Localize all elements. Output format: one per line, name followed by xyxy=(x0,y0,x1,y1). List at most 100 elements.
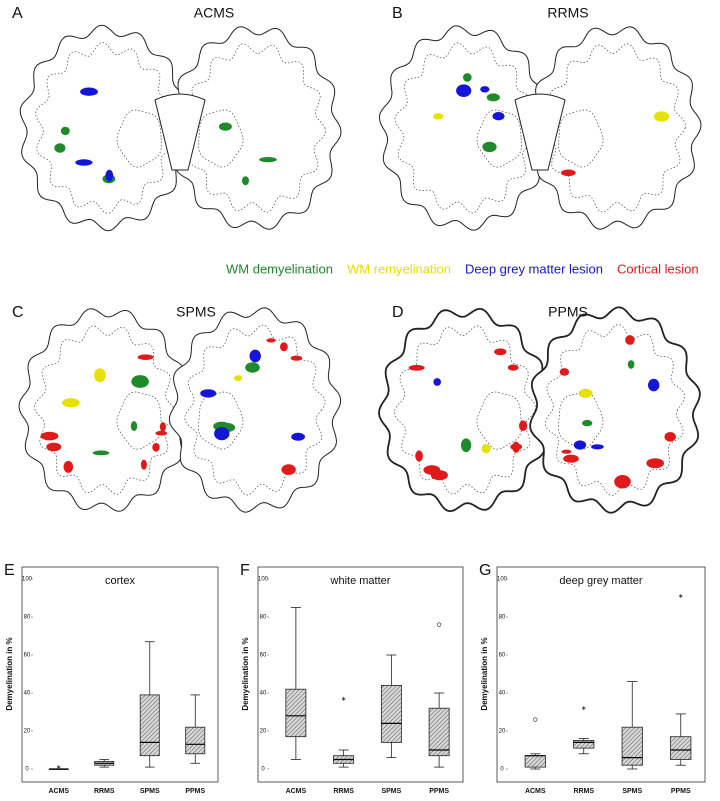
lesion xyxy=(62,398,80,408)
grey-white-border xyxy=(184,324,326,496)
ventricle xyxy=(154,93,206,171)
outlier xyxy=(678,594,683,599)
x-tick-label: RRMS xyxy=(94,788,115,795)
lesion xyxy=(481,444,491,454)
y-tick-label: 40 xyxy=(260,691,267,697)
x-tick-label: SPMS xyxy=(622,788,642,795)
y-tick-label: 0 xyxy=(25,767,29,773)
grey-white-border xyxy=(394,325,536,495)
lesion xyxy=(627,360,635,369)
lesion xyxy=(218,122,232,131)
lesion xyxy=(408,364,425,371)
box xyxy=(573,740,595,749)
lesion xyxy=(92,450,110,456)
lesion xyxy=(281,464,296,475)
lesion xyxy=(266,338,276,343)
y-tick-label: 40 xyxy=(499,691,506,697)
lesion xyxy=(60,126,70,136)
lesion xyxy=(200,389,217,398)
lesion xyxy=(249,349,261,363)
brain-outline xyxy=(19,24,191,232)
x-tick-label: RRMS xyxy=(573,788,594,795)
box xyxy=(185,726,206,755)
lesion xyxy=(415,450,423,462)
lesion xyxy=(573,440,587,450)
panel-title: RRMS xyxy=(547,5,588,21)
y-tick-label: 0 xyxy=(500,767,504,773)
x-tick-label: RRMS xyxy=(333,788,354,795)
panel-letter: F xyxy=(240,562,250,579)
panel-letter: B xyxy=(392,5,403,22)
plot-title: white matter xyxy=(330,575,391,587)
box xyxy=(621,726,643,766)
outlier xyxy=(56,765,61,770)
grey-white-border xyxy=(545,324,685,496)
x-tick-label: SPMS xyxy=(140,788,160,795)
lesion xyxy=(507,364,519,371)
y-axis-label: Demyelination in % xyxy=(5,637,14,710)
lesion xyxy=(291,432,305,441)
plot-frame xyxy=(496,566,706,783)
box xyxy=(380,685,402,743)
plot-title: cortex xyxy=(105,575,135,587)
lesion xyxy=(519,420,528,432)
lesion xyxy=(214,427,230,441)
lesion xyxy=(625,335,635,345)
x-tick-label: ACMS xyxy=(525,788,546,795)
lesion xyxy=(664,432,676,442)
lesion xyxy=(654,111,669,122)
lesion xyxy=(46,442,62,452)
grey-white-border xyxy=(34,325,176,495)
y-axis-label: Demyelination in % xyxy=(241,637,250,710)
lesion xyxy=(152,442,160,452)
lesion xyxy=(54,143,66,153)
box xyxy=(139,694,160,757)
brain-maps xyxy=(18,24,702,514)
x-tick-label: ACMS xyxy=(48,788,69,795)
y-tick-label: 60 xyxy=(260,653,267,659)
y-tick-label: 60 xyxy=(499,653,506,659)
legend-entry: WM remyelination xyxy=(347,261,451,276)
lesion xyxy=(155,430,168,436)
box xyxy=(524,755,546,768)
ventricle xyxy=(514,93,566,171)
box xyxy=(285,688,307,738)
x-tick-label: SPMS xyxy=(381,788,401,795)
lesion xyxy=(290,355,303,361)
legend-entry: Cortical lesion xyxy=(617,261,699,276)
x-tick-label: PPMS xyxy=(429,788,449,795)
lesion xyxy=(131,375,149,388)
plot-frame xyxy=(21,566,219,783)
box xyxy=(428,707,450,757)
lesion xyxy=(94,368,106,383)
lesion xyxy=(646,458,664,469)
lesion xyxy=(494,348,507,356)
lesion xyxy=(461,438,472,453)
grey-white-border xyxy=(394,42,536,214)
lesion xyxy=(582,419,593,427)
lesion xyxy=(482,141,497,153)
lesion xyxy=(105,169,114,182)
y-axis-label: Demyelination in % xyxy=(480,637,489,710)
lesion xyxy=(480,86,490,93)
brain-outline xyxy=(18,308,192,512)
brain-outline xyxy=(378,25,552,231)
lesion xyxy=(591,444,604,450)
y-tick-label: 80 xyxy=(499,615,506,621)
lesion xyxy=(563,454,579,463)
panel-letter: D xyxy=(392,304,404,321)
x-tick-label: ACMS xyxy=(286,788,307,795)
lesion xyxy=(559,368,570,376)
outlier xyxy=(437,622,442,627)
plot-frame xyxy=(257,566,464,783)
lesion xyxy=(234,375,243,382)
y-tick-label: 60 xyxy=(24,653,31,659)
lesion xyxy=(159,422,166,432)
y-tick-label: 100 xyxy=(497,577,508,583)
y-tick-label: 80 xyxy=(24,615,31,621)
lesion xyxy=(433,113,444,120)
plot-title: deep grey matter xyxy=(559,575,642,587)
lesion xyxy=(561,449,572,454)
brain-outline xyxy=(378,307,552,513)
